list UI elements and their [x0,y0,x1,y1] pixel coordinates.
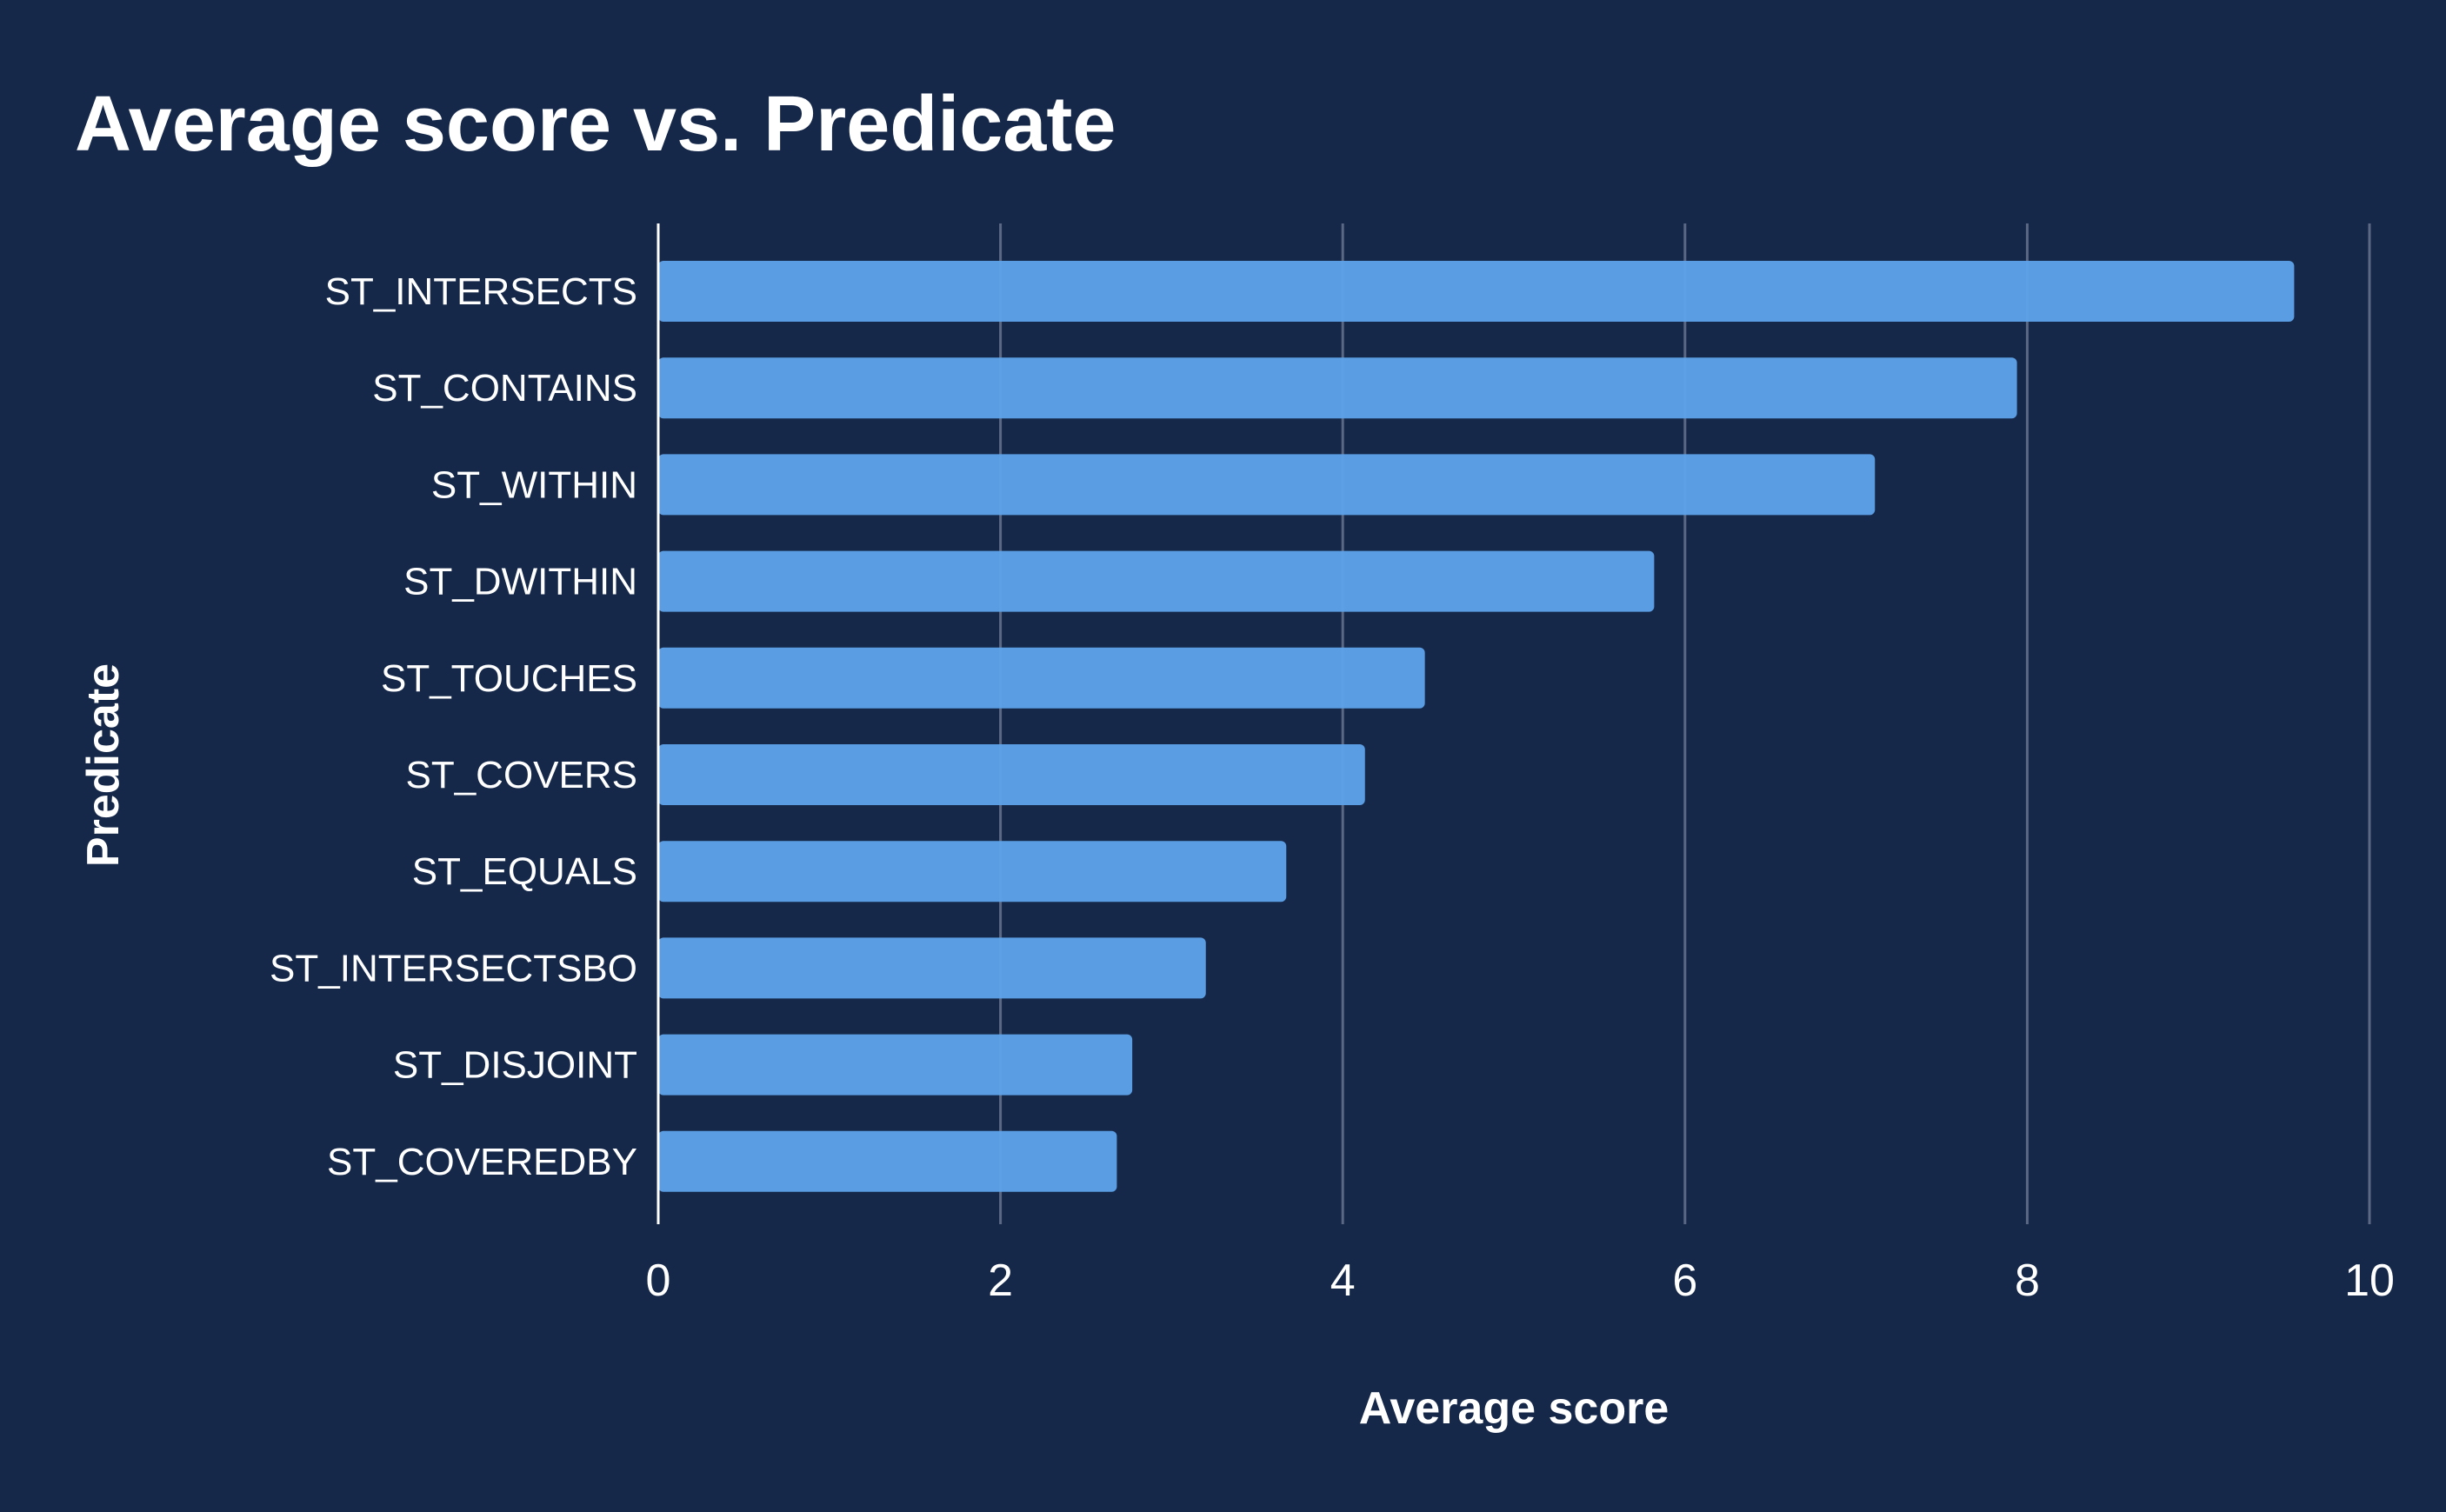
bar [658,261,2295,322]
category-label: ST_WITHIN [431,463,637,506]
chart-title: Average score vs. Predicate [75,81,1116,168]
bar [658,744,1365,805]
x-tick-label: 6 [1672,1256,1697,1306]
category-label: ST_EQUALS [412,850,637,893]
x-tick-label: 8 [2015,1256,2040,1306]
x-tick-label: 10 [2344,1256,2395,1306]
category-label: ST_CONTAINS [372,367,637,410]
bar [658,357,2017,419]
category-label: ST_COVEREDBY [327,1141,637,1183]
bar [658,454,1876,516]
x-tick-label: 2 [988,1256,1013,1306]
category-label: ST_DISJOINT [393,1044,637,1087]
category-label: ST_DWITHIN [403,561,637,603]
category-label: ST_COVERS [405,754,637,796]
category-label: ST_INTERSECTS [325,270,637,313]
x-tick-label: 4 [1330,1256,1356,1306]
bar [658,841,1287,903]
y-axis-title: Predicate [78,663,129,867]
x-axis-title: Average score [1359,1383,1670,1434]
x-tick-label: 0 [646,1256,671,1306]
bar [658,550,1655,612]
bar [658,937,1206,999]
category-label: ST_INTERSECTSBO [270,947,637,989]
bar [658,647,1425,709]
category-label: ST_TOUCHES [381,657,637,700]
bar [658,1034,1133,1096]
bar [658,1130,1117,1192]
